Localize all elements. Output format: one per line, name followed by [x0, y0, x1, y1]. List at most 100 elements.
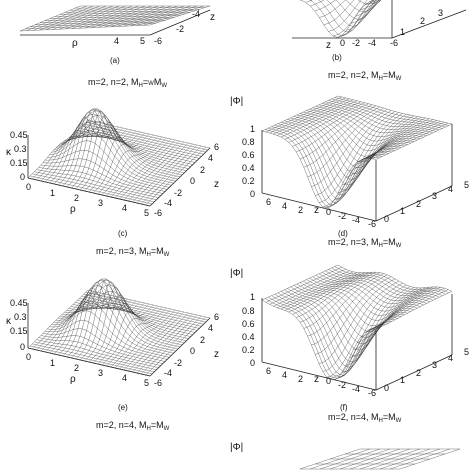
mesh-line	[49, 294, 110, 354]
panel-d-yt3: 0.4	[242, 163, 255, 173]
mesh-line	[51, 292, 174, 354]
panel-e-rt0: 0	[26, 352, 31, 362]
mesh-line	[77, 130, 200, 159]
mesh-line	[75, 7, 205, 9]
mesh-line	[360, 286, 437, 338]
mesh-line	[49, 15, 181, 19]
mesh-line	[42, 328, 166, 362]
panel-c-mesh	[27, 108, 211, 207]
panel-e-rt3: 3	[98, 368, 103, 378]
mesh-line	[36, 169, 159, 198]
mesh-line	[310, 0, 325, 7]
mesh-line	[49, 130, 172, 186]
mesh-line	[315, 275, 430, 304]
panel-c-rt4: 4	[122, 203, 127, 213]
panel-e-rt4: 4	[122, 373, 127, 383]
mesh-line	[32, 173, 155, 203]
mesh-line	[268, 296, 383, 377]
mesh-line	[49, 301, 172, 356]
panel-d-z: z	[314, 205, 319, 216]
mesh-line	[318, 104, 434, 133]
panel-f-rt3: 3	[432, 360, 437, 370]
mesh-line	[34, 171, 157, 200]
mesh-line	[332, 0, 368, 37]
panel-d-zt0: 6	[266, 197, 271, 207]
panel-c-yt3: 0	[20, 172, 25, 182]
caption-e: m=2, n=4, MH=MW	[96, 420, 170, 432]
panel-c-zt0: -6	[154, 208, 162, 218]
panel-e-yt1: 0.3	[14, 312, 27, 322]
panel-b-tick-m2: -2	[352, 38, 360, 48]
panel-a-rho-label: ρ	[72, 38, 78, 49]
panel-a-z-label: z	[210, 12, 215, 23]
phi-label-2: |Φ|	[230, 268, 243, 279]
mesh-line	[72, 304, 196, 333]
panel-d-rt0: 0	[384, 214, 389, 224]
panel-b-tick-2: 2	[420, 16, 425, 26]
caption-row-1: m=2, n=2, MH=WMW m=2, n=2, MH=MW	[88, 70, 402, 89]
panel-f-yt3: 0.4	[242, 332, 255, 342]
mesh-line	[287, 119, 402, 180]
mesh-line	[59, 12, 191, 15]
panel-c-yt0: 0.45	[10, 130, 28, 140]
mesh-line	[24, 23, 156, 30]
mesh-line	[328, 100, 443, 129]
caption-f: m=2, n=4, MH=MW	[328, 412, 402, 424]
panel-c-zt6: 6	[214, 142, 219, 152]
mesh-line	[306, 110, 421, 146]
mesh-line	[337, 95, 453, 125]
panel-a-mesh	[19, 5, 211, 32]
mesh-line	[36, 339, 159, 368]
mesh-line	[280, 122, 396, 191]
panel-c-rt3: 3	[98, 198, 103, 208]
panel-d-yt1: 0.8	[242, 137, 255, 147]
panel-f-zt2: 2	[298, 374, 303, 384]
mesh-line	[30, 175, 153, 205]
panel-e-zt5: 4	[208, 323, 213, 333]
mesh-line	[355, 0, 382, 17]
mesh-line	[47, 310, 170, 358]
panel-e-letter: (e)	[118, 403, 128, 412]
mesh-line	[44, 16, 176, 21]
caption-c: m=2, n=3, MH=MW	[96, 246, 170, 258]
panel-c-rt0: 0	[26, 182, 31, 192]
panel-f-z: z	[314, 374, 319, 385]
panel-d-mesh	[261, 95, 453, 208]
mesh-line	[322, 103, 437, 132]
mesh-line	[299, 113, 415, 157]
panel-f-yt4: 0.2	[242, 345, 255, 355]
mesh-line	[287, 288, 402, 351]
mesh-line	[296, 114, 411, 163]
caption-row-2: m=2, n=3, MH=MW m=2, n=3, MH=MW	[96, 237, 402, 258]
mesh-line	[64, 291, 187, 341]
panel-b-tick-m4: -4	[368, 38, 376, 48]
panel-b-letter: (b)	[332, 53, 342, 62]
panel-d-zt4: -2	[338, 211, 346, 221]
panel-a-tick-6: -6	[154, 36, 162, 46]
mesh-line	[87, 119, 211, 149]
mesh-line	[274, 294, 389, 372]
panel-a-letter: (a)	[110, 56, 120, 65]
panel-e-zt3: 0	[190, 346, 195, 356]
mesh-line	[309, 0, 375, 37]
panel-c-zt4: 2	[200, 165, 205, 175]
panel-b-tick-0: 0	[340, 38, 345, 48]
panel-b-z-label: z	[326, 40, 331, 51]
mesh-line	[326, 0, 379, 27]
mesh-line	[299, 282, 415, 326]
mesh-line	[45, 150, 168, 190]
mesh-line	[325, 101, 440, 131]
panel-f-yt1: 0.8	[242, 306, 255, 316]
mesh-line	[79, 128, 202, 157]
panel-d-letter: (d)	[338, 229, 348, 238]
panel-e-yt3: 0	[20, 342, 25, 352]
panel-f-rt1: 1	[400, 375, 405, 385]
panel-e-rt1: 1	[50, 358, 55, 368]
mesh-line	[29, 21, 161, 27]
mesh-line	[277, 292, 392, 368]
caption-a: m=2, n=2, MH=WMW	[88, 77, 167, 89]
mesh-line	[345, 0, 382, 12]
panel-e-rt5: 5	[144, 378, 149, 388]
mesh-line	[312, 107, 427, 137]
